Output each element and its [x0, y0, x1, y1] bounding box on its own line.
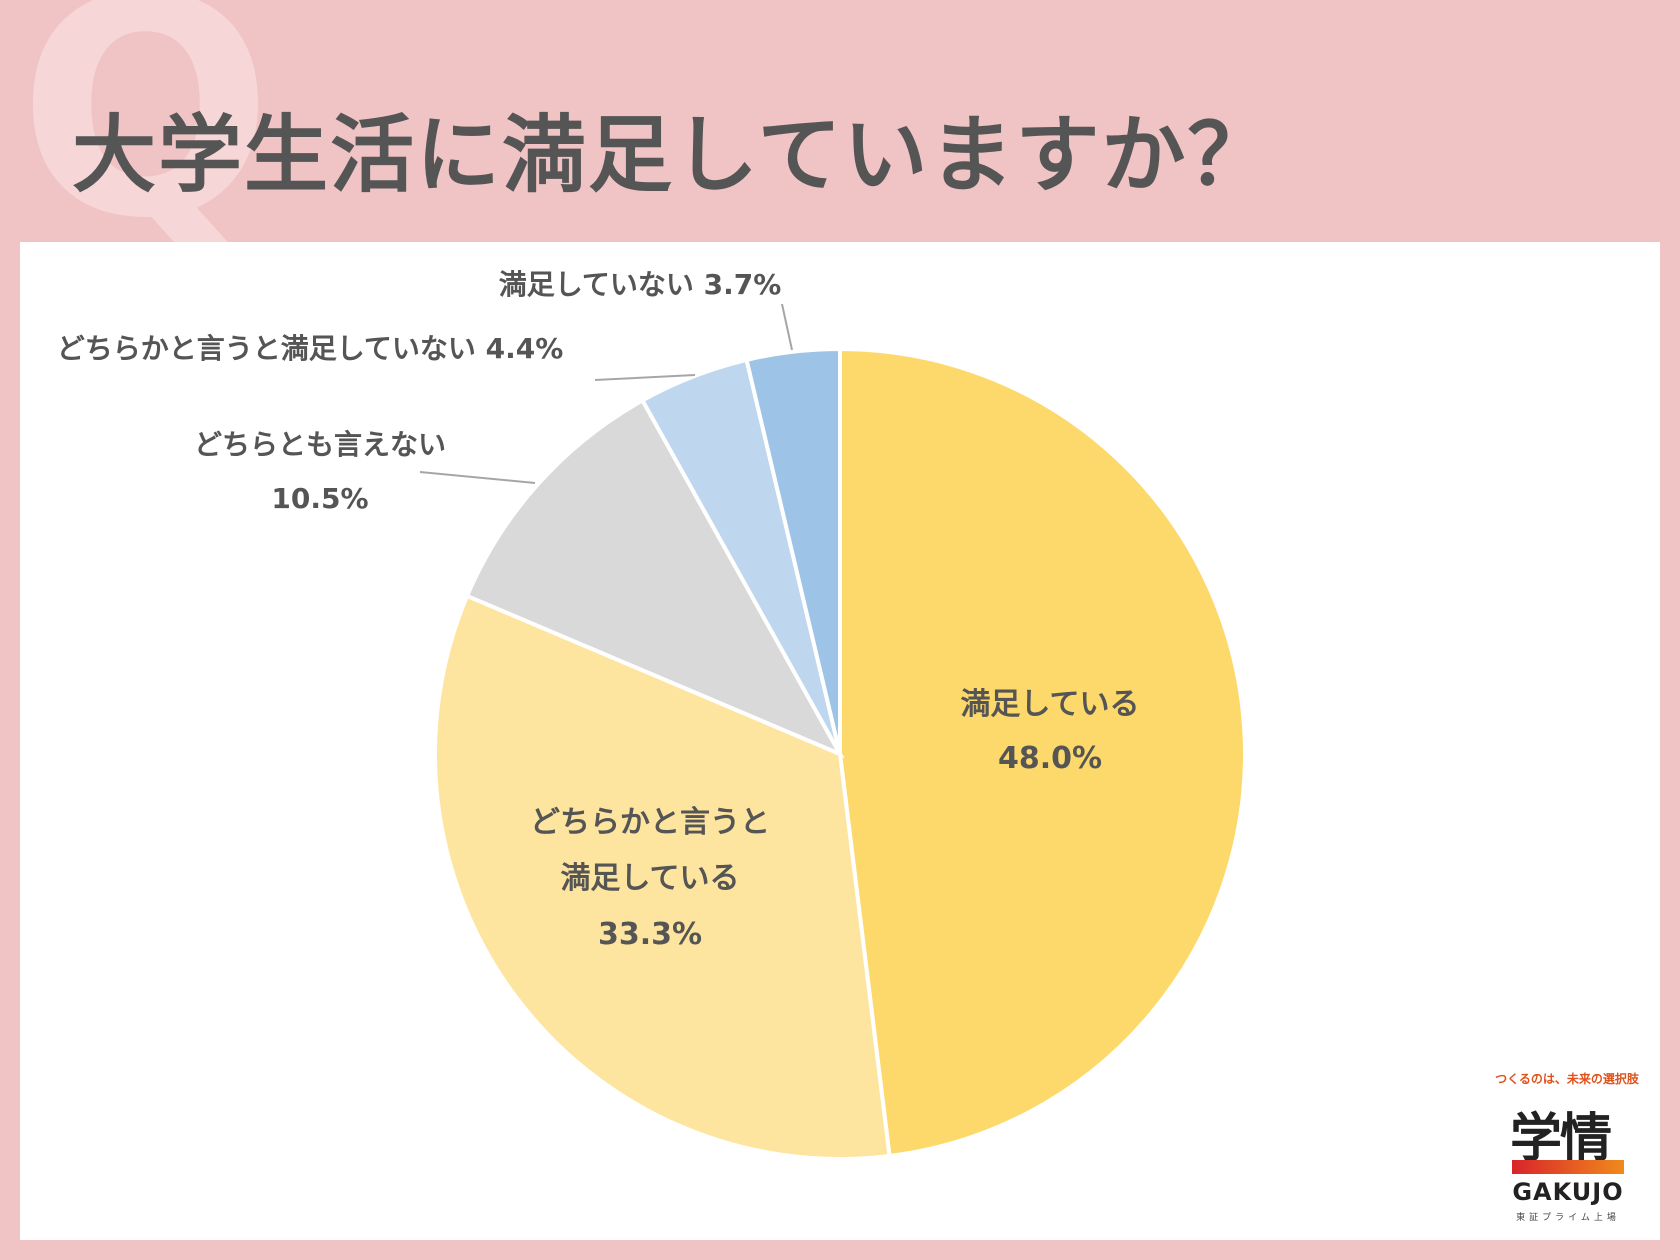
logo-name: GAKUJO	[1512, 1178, 1624, 1206]
pie-slice-3	[464, 397, 845, 759]
slice-value-2: 33.3%	[598, 917, 702, 952]
logo-bar	[1512, 1160, 1624, 1174]
pie-slice-1	[838, 346, 1248, 1159]
slice-value-3: 10.5%	[271, 482, 368, 515]
pie-slice-2	[433, 593, 892, 1161]
slice-label-1: 満足している	[960, 687, 1139, 722]
leader-lines	[419, 303, 793, 484]
slice-labels: 満足している48.0%どちらかと言うと満足している33.3%どちらとも言えない1…	[57, 268, 1140, 952]
slice-label-3: どちらとも言えない	[194, 428, 446, 461]
chart-panel: 満足している 48.0% どちらかと言うと 満足している 33.3% どちらとも言えない 1…	[20, 242, 1660, 1240]
pie-chart: 満足している48.0%どちらかと言うと満足している33.3%どちらとも言えない1…	[57, 268, 1248, 1161]
slice-label-2: どちらかと言うと	[530, 805, 770, 840]
logo-kanji: 学情	[1510, 1109, 1612, 1169]
slice-label-2: 満足している	[560, 861, 739, 896]
leader-line-3	[419, 471, 536, 484]
slice-value-1: 48.0%	[998, 741, 1102, 776]
pie-slices	[433, 346, 1248, 1161]
slice-label-4: どちらかと言うと満足していない 4.4%	[57, 332, 564, 365]
gakujo-logo: つくるのは、未来の選択肢 学情 GAKUJO 東証プライム上場	[1482, 1070, 1652, 1230]
page-title: 大学生活に満足していますか？	[72, 106, 1274, 204]
q-watermark: Q	[18, 0, 274, 284]
pie-slice-5	[744, 346, 842, 755]
leader-line-5	[781, 303, 793, 351]
logo-subtitle: 東証プライム上場	[1516, 1213, 1620, 1223]
leader-line-4	[594, 374, 696, 381]
slice-label-5: 満足していない 3.7%	[499, 268, 782, 301]
logo-tagline: つくるのは、未来の選択肢	[1495, 1072, 1639, 1086]
